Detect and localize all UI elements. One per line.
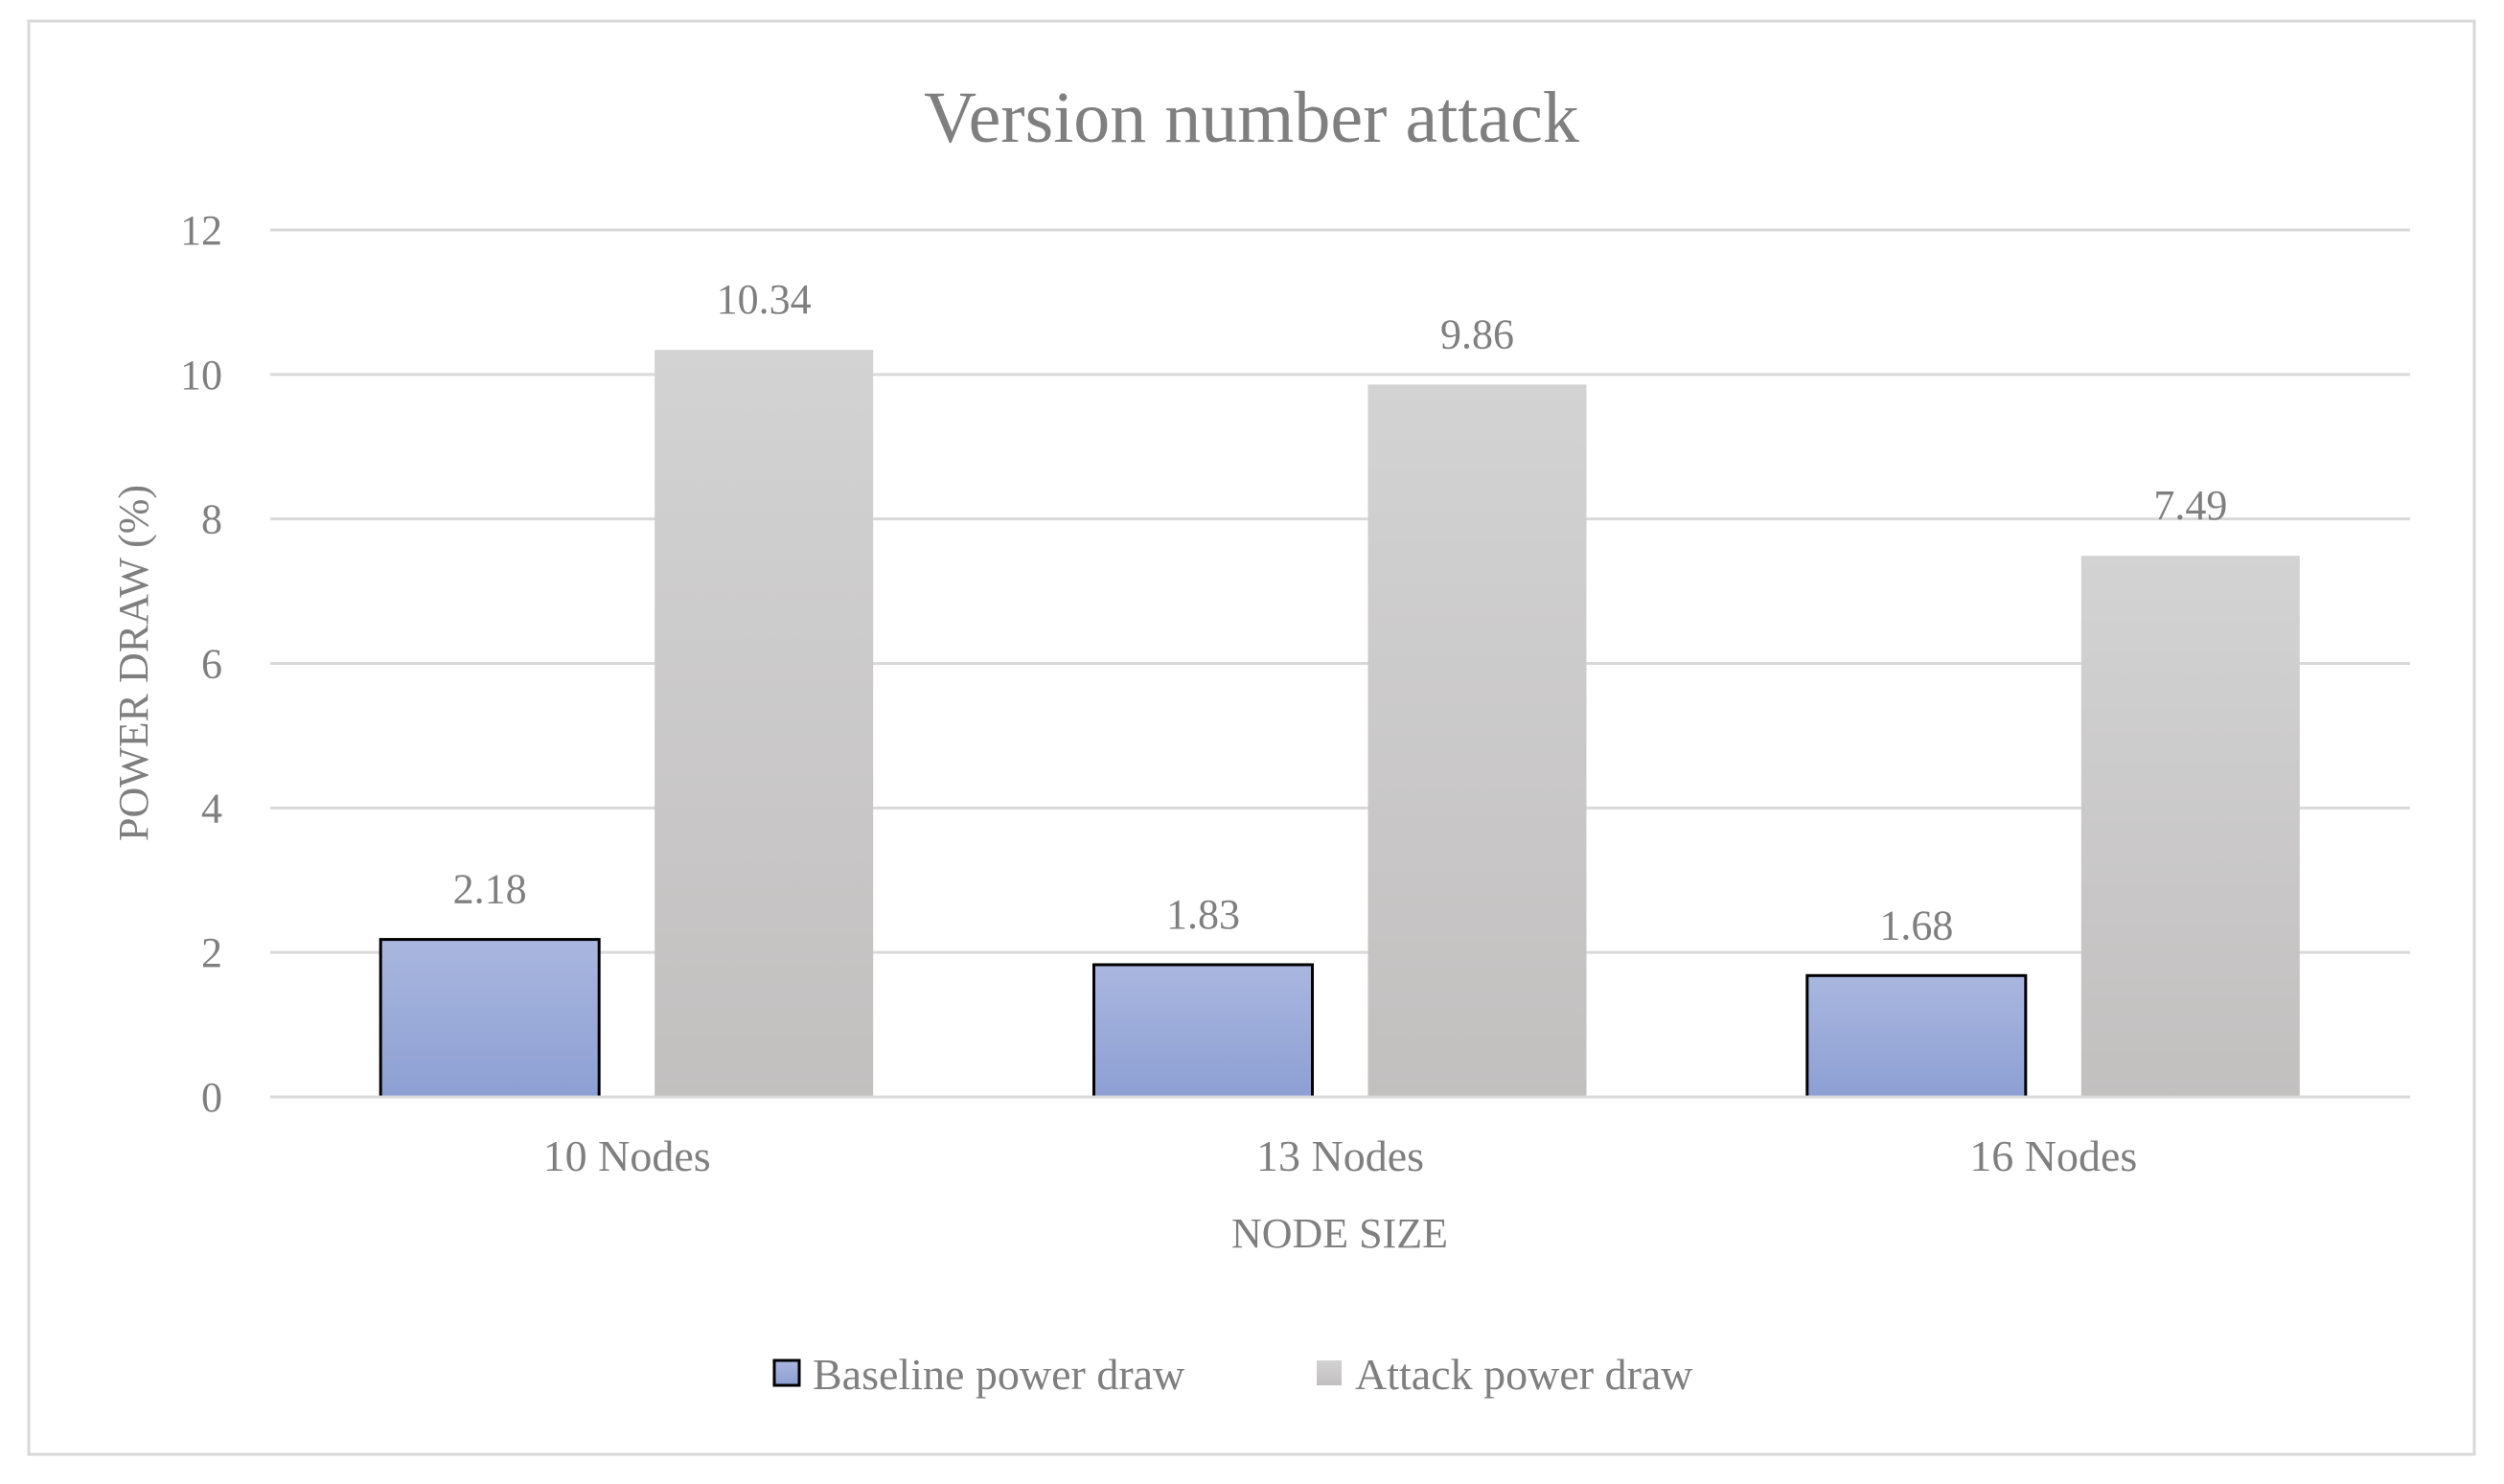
x-tick-label: 16 Nodes <box>1969 1131 2137 1180</box>
bar-baseline <box>1092 963 1314 1099</box>
y-tick-label: 4 <box>201 785 222 832</box>
bar-attack <box>655 350 874 1098</box>
data-label: 9.86 <box>1440 310 1514 357</box>
y-tick-label: 0 <box>201 1074 222 1121</box>
data-label: 1.68 <box>1879 902 1953 948</box>
legend-label: Attack power draw <box>1355 1350 1693 1399</box>
y-axis-label: POWER DRAW (%) <box>110 485 157 841</box>
data-label: 2.18 <box>453 866 527 913</box>
chart-title: Version number attack <box>924 78 1579 158</box>
bar-baseline <box>379 938 601 1099</box>
x-tick-label: 10 Nodes <box>543 1131 711 1180</box>
bar-attack <box>1367 384 1587 1097</box>
data-label: 7.49 <box>2153 482 2227 529</box>
data-label: 1.83 <box>1166 891 1240 938</box>
bar-attack <box>2080 556 2300 1097</box>
legend-swatch <box>1317 1360 1342 1385</box>
x-tick-label: 13 Nodes <box>1256 1131 1424 1180</box>
legend-label: Baseline power draw <box>813 1350 1185 1399</box>
y-tick-label: 12 <box>180 207 222 254</box>
data-label: 10.34 <box>717 276 812 323</box>
legend: Baseline power draw Attack power draw <box>772 1350 1693 1399</box>
y-tick-label: 2 <box>201 929 222 976</box>
x-axis-label: NODE SIZE <box>1231 1210 1448 1257</box>
bar-baseline <box>1805 973 2028 1099</box>
y-tick-label: 10 <box>180 352 222 399</box>
chart-frame <box>27 19 2476 1456</box>
y-tick-label: 8 <box>201 496 222 543</box>
legend-swatch <box>772 1358 801 1387</box>
y-tick-label: 6 <box>201 641 222 688</box>
